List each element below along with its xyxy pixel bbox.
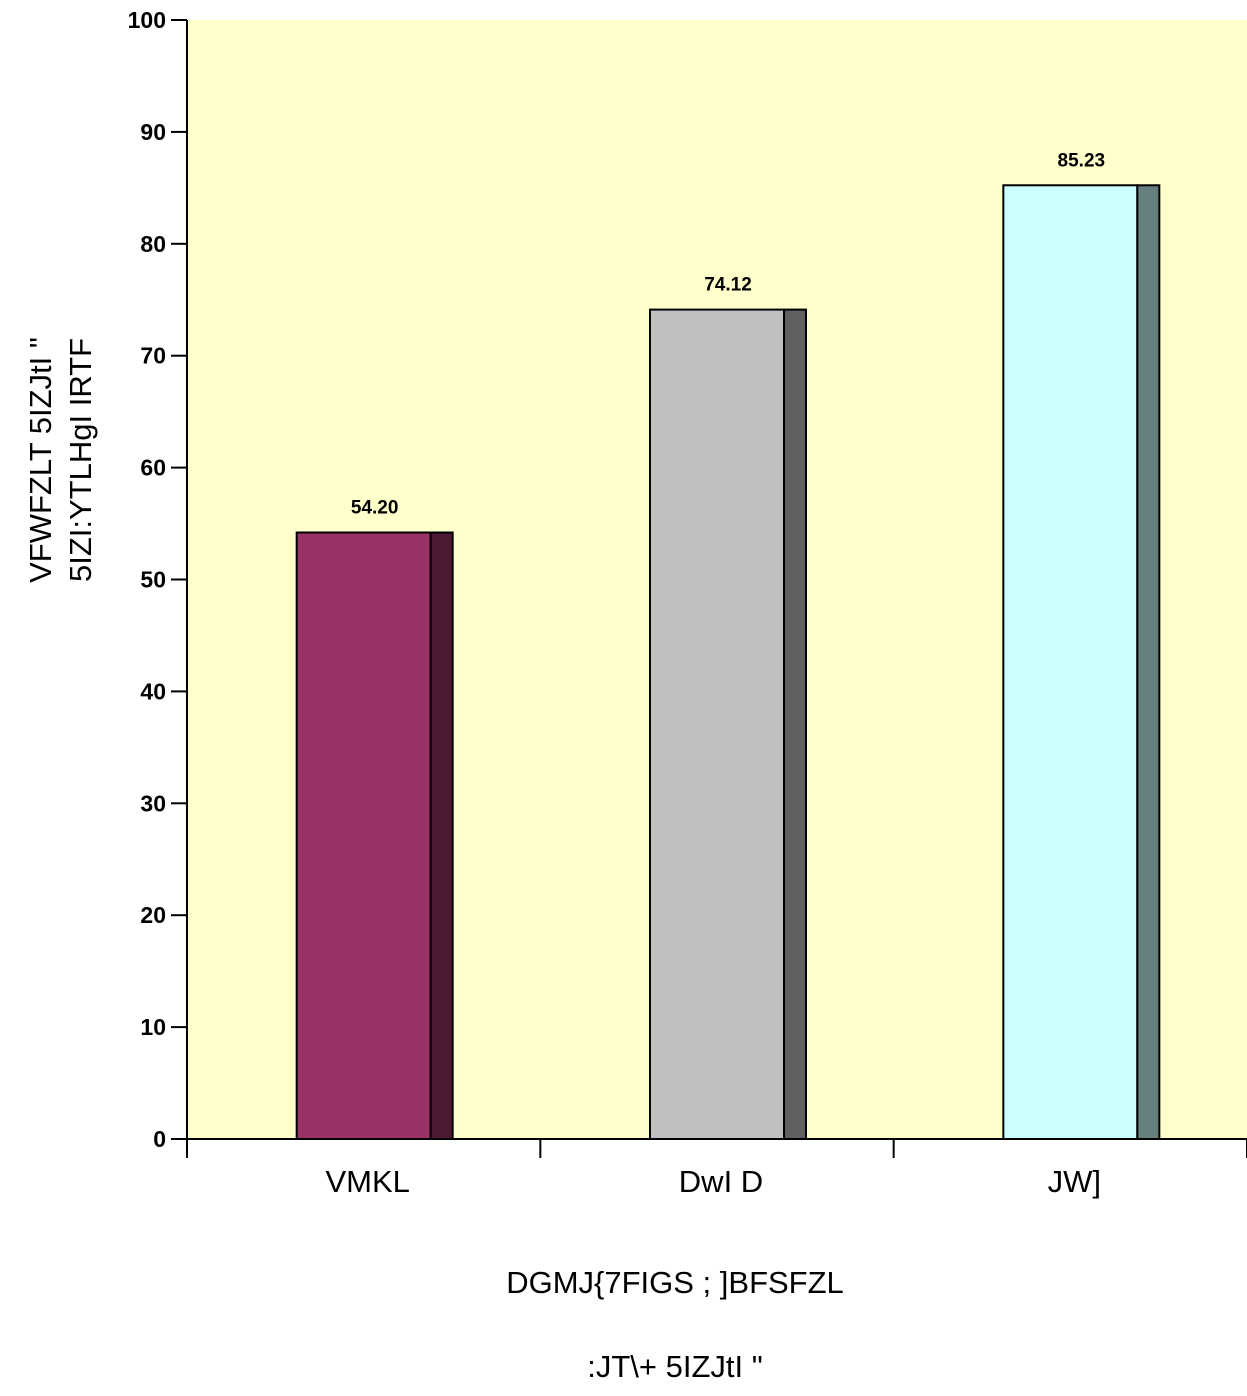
bar-2-side	[783, 308, 807, 1140]
bar-2-front	[649, 308, 785, 1140]
bars	[295, 184, 1161, 1140]
y-tick-label-90: 90	[140, 119, 166, 145]
bar-3-side	[1136, 184, 1161, 1140]
bar-3-front	[1002, 184, 1139, 1140]
y-tick-label-40: 40	[140, 678, 166, 704]
x-tick-label-2: DwI D	[679, 1164, 763, 1199]
y-tick-label-80: 80	[140, 231, 166, 257]
x-axis-title-line-1: DGMJ{7FIGS ; ]BFSFZL	[506, 1265, 844, 1300]
y-tick-label-30: 30	[140, 790, 166, 816]
y-axis-title-line-2: 5IZI:YTLHgI IRTF	[63, 338, 98, 582]
y-tick-label-10: 10	[140, 1014, 166, 1040]
x-tick-label-3: JW]	[1048, 1164, 1101, 1199]
y-tick-label-60: 60	[140, 455, 166, 481]
data-label-3: 85.23	[1058, 150, 1106, 171]
y-tick-label-50: 50	[140, 567, 166, 593]
x-tick-label-1: VMKL	[325, 1164, 409, 1199]
bar-1-front	[295, 531, 432, 1140]
x-ticks: VMKL DwI D JW]	[186, 1139, 1247, 1199]
y-tick-label-100: 100	[128, 7, 166, 33]
bar-1-side	[429, 531, 454, 1140]
data-label-2: 74.12	[704, 275, 752, 296]
data-labels: 54.20 74.12 85.23	[351, 150, 1105, 518]
y-tick-label-0: 0	[153, 1126, 166, 1152]
y-ticks: 0 10 20 30 40 50 60 70 80 90 100	[128, 7, 187, 1152]
y-tick-label-70: 70	[140, 343, 166, 369]
y-tick-label-20: 20	[140, 902, 166, 928]
x-axis-title-line-2: :JT\+ 5IZJtI "	[587, 1349, 763, 1384]
data-label-1: 54.20	[351, 498, 399, 519]
y-axis-title-line-1: VFWFZLT 5IZJtI "	[23, 337, 58, 583]
